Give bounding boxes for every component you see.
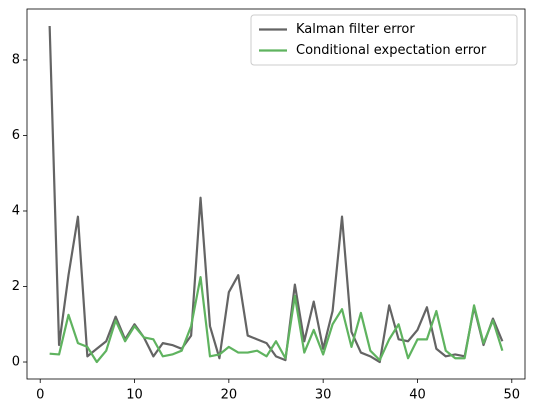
x-tick-label: 10 <box>126 388 143 403</box>
y-tick-label: 4 <box>12 203 20 218</box>
legend: Kalman filter error Conditional expectati… <box>250 14 518 66</box>
series-line <box>48 25 504 364</box>
series-line <box>49 275 504 364</box>
legend-box <box>250 14 518 66</box>
x-tick-label: 20 <box>221 388 238 403</box>
x-tick-label: 50 <box>504 388 521 403</box>
y-tick-label: 0 <box>12 355 20 370</box>
x-tick-label: 0 <box>36 388 44 403</box>
plot-frame <box>26 8 526 380</box>
x-tick-label: 40 <box>409 388 426 403</box>
x-tick-label: 30 <box>315 388 332 403</box>
y-tick-label: 2 <box>12 279 20 294</box>
y-tick-label: 6 <box>12 128 20 143</box>
legend-label: Conditional expectation error <box>296 43 487 58</box>
y-tick-label: 8 <box>12 52 20 67</box>
legend-label: Kalman filter error <box>296 22 415 37</box>
